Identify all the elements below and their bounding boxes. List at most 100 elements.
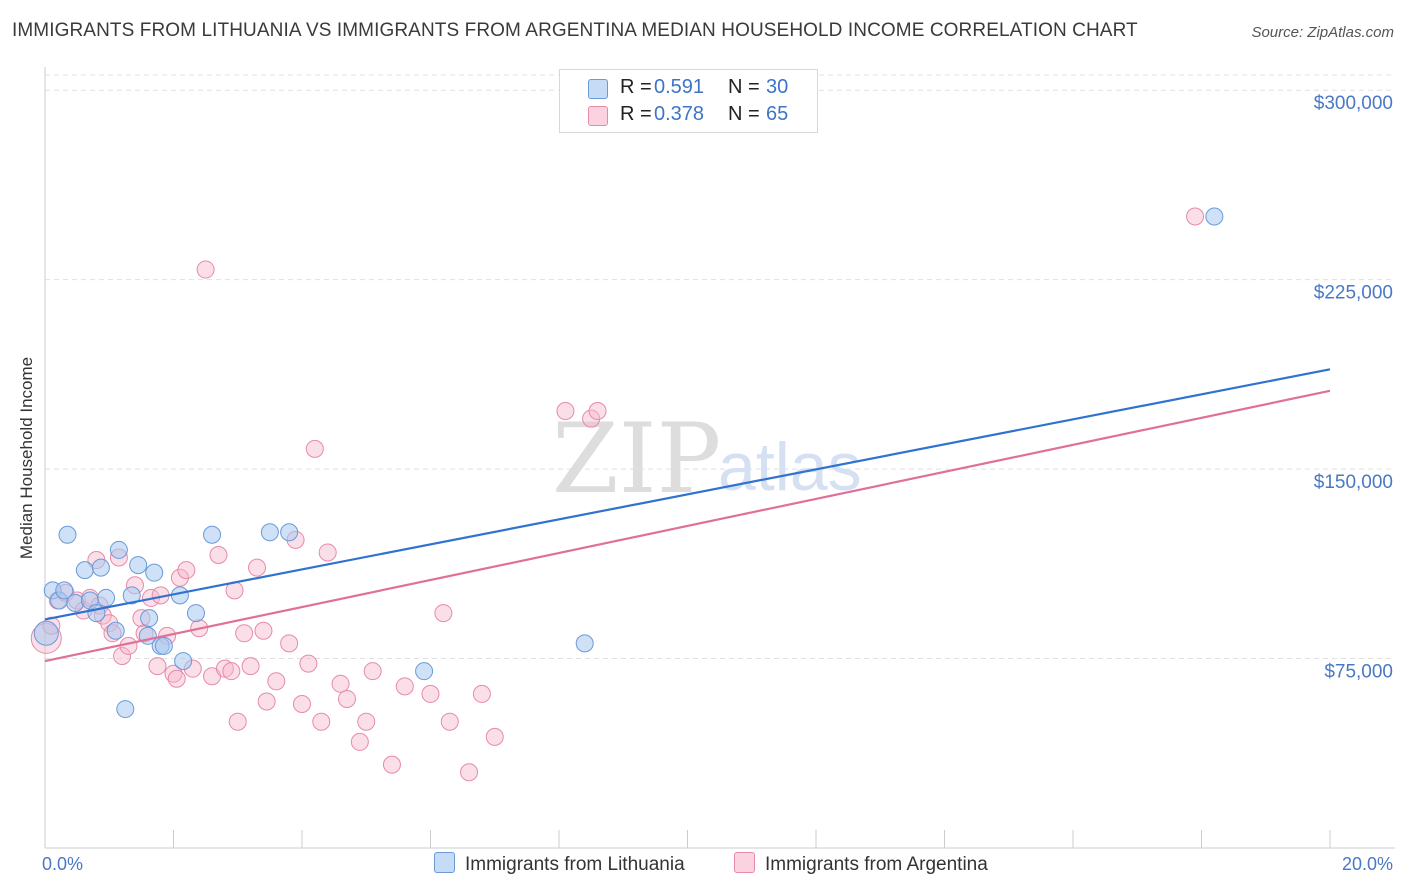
data-point-argentina xyxy=(421,684,440,703)
legend-n-label: N = xyxy=(728,76,760,98)
data-point-argentina xyxy=(305,439,324,458)
data-point-argentina xyxy=(257,692,276,711)
data-point-argentina xyxy=(472,684,491,703)
y-tick-labels: $75,000 $150,000 $225,000 $300,000 xyxy=(1314,93,1393,682)
data-point-argentina xyxy=(312,712,331,731)
legend-r-value: 0.591 xyxy=(654,76,705,98)
data-point-argentina xyxy=(119,636,138,655)
data-point-argentina xyxy=(254,621,273,640)
data-point-argentina xyxy=(588,402,607,421)
data-point-lithuania xyxy=(1205,207,1224,226)
data-point-argentina xyxy=(235,624,254,643)
legend-r-value: 0.378 xyxy=(654,103,705,125)
legend-n-value: 30 xyxy=(766,76,789,98)
series-swatch-argentina xyxy=(734,852,755,873)
data-point-argentina xyxy=(177,561,196,580)
data-point-argentina xyxy=(440,712,459,731)
data-point-argentina xyxy=(241,657,260,676)
data-point-argentina xyxy=(1186,207,1205,226)
data-point-lithuania xyxy=(140,609,159,628)
data-point-lithuania xyxy=(280,523,299,542)
data-point-argentina xyxy=(170,568,189,587)
data-point-argentina xyxy=(228,712,247,731)
watermark-zip: ZIP xyxy=(552,403,721,515)
legend-r-label: R = xyxy=(620,76,652,98)
data-point-lithuania xyxy=(66,593,85,612)
data-point-lithuania xyxy=(174,652,193,671)
data-point-argentina xyxy=(248,558,267,577)
data-point-lithuania xyxy=(129,556,148,575)
data-point-argentina xyxy=(318,543,337,562)
data-point-lithuania xyxy=(415,662,434,681)
data-point-argentina xyxy=(222,662,241,681)
legend-r-label: R = xyxy=(620,103,652,125)
data-point-argentina xyxy=(350,732,369,751)
source-label: Source: ZipAtlas.com xyxy=(1251,24,1394,41)
lithuania-points xyxy=(33,207,1224,719)
data-point-lithuania xyxy=(116,700,135,719)
data-point-lithuania xyxy=(33,620,59,646)
data-point-lithuania xyxy=(122,586,141,605)
legend-n-label: N = xyxy=(728,103,760,125)
data-point-argentina xyxy=(167,669,186,688)
data-point-lithuania xyxy=(145,563,164,582)
x-tick-label: 0.0% xyxy=(42,854,83,874)
y-tick-label: $75,000 xyxy=(1324,662,1393,683)
watermark: ZIP atlas xyxy=(552,403,862,515)
data-point-lithuania xyxy=(260,523,279,542)
correlation-legend: R = 0.591 N = 30 R = 0.378 N = 65 xyxy=(559,69,818,133)
series-swatch-lithuania xyxy=(434,852,455,873)
data-point-argentina xyxy=(363,662,382,681)
legend-swatch-argentina xyxy=(588,106,608,126)
data-point-argentina xyxy=(280,634,299,653)
legend-swatch-lithuania xyxy=(588,79,608,99)
trend-line-argentina xyxy=(44,389,1331,663)
data-point-argentina xyxy=(582,409,601,428)
data-point-argentina xyxy=(148,657,167,676)
legend-n-value: 65 xyxy=(766,103,789,125)
y-tick-label: $225,000 xyxy=(1314,283,1393,304)
watermark-atlas: atlas xyxy=(718,429,862,505)
series-label-lithuania: Immigrants from Lithuania xyxy=(465,854,685,875)
data-point-argentina xyxy=(164,664,183,683)
series-legend-lithuania: Immigrants from Lithuania xyxy=(434,852,685,876)
trend-lines xyxy=(44,368,1331,663)
data-point-argentina xyxy=(382,755,401,774)
data-point-argentina xyxy=(357,712,376,731)
data-point-argentina xyxy=(485,727,504,746)
data-point-lithuania xyxy=(109,540,128,559)
data-point-argentina xyxy=(209,545,228,564)
y-tick-label: $150,000 xyxy=(1314,472,1393,493)
grid-lines xyxy=(45,74,1395,660)
data-point-argentina xyxy=(113,647,132,666)
trend-line-lithuania xyxy=(44,368,1331,621)
data-point-argentina xyxy=(267,672,286,691)
data-point-argentina xyxy=(434,604,453,623)
data-point-lithuania xyxy=(186,604,205,623)
data-point-argentina xyxy=(337,689,356,708)
data-point-argentina xyxy=(460,763,479,782)
data-point-argentina xyxy=(395,677,414,696)
data-point-argentina xyxy=(299,654,318,673)
x-tick-labels: 0.0% 20.0% xyxy=(42,854,1393,874)
data-point-argentina xyxy=(556,402,575,421)
data-point-lithuania xyxy=(58,525,77,544)
data-point-lithuania xyxy=(97,588,116,607)
data-point-lithuania xyxy=(106,621,125,640)
data-point-lithuania xyxy=(154,636,173,655)
data-point-lithuania xyxy=(91,558,110,577)
data-point-lithuania xyxy=(203,525,222,544)
series-label-argentina: Immigrants from Argentina xyxy=(765,854,988,875)
data-point-argentina xyxy=(196,260,215,279)
y-tick-label: $300,000 xyxy=(1314,93,1393,114)
series-legend-argentina: Immigrants from Argentina xyxy=(734,852,988,876)
data-point-lithuania xyxy=(75,561,94,580)
data-point-lithuania xyxy=(575,634,594,653)
data-point-argentina xyxy=(293,695,311,714)
axes xyxy=(44,67,1395,849)
x-tick-label: 20.0% xyxy=(1342,854,1393,874)
data-point-lithuania xyxy=(55,581,74,600)
chart-title: IMMIGRANTS FROM LITHUANIA VS IMMIGRANTS … xyxy=(12,20,1138,41)
data-point-argentina xyxy=(331,674,350,693)
